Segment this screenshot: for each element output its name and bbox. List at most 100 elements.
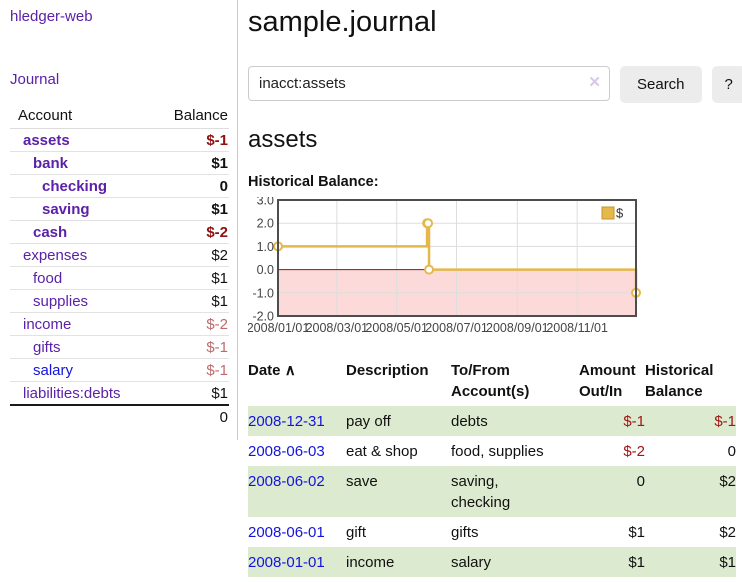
account-link[interactable]: assets xyxy=(23,131,70,149)
account-balance: $2 xyxy=(156,243,229,267)
svg-text:2008/11/01: 2008/11/01 xyxy=(546,321,608,335)
account-balance: $-1 xyxy=(156,128,229,152)
account-link[interactable]: checking xyxy=(42,177,108,195)
svg-text:2008/03/01: 2008/03/01 xyxy=(306,321,369,335)
svg-text:2008/07/01: 2008/07/01 xyxy=(425,321,488,335)
transaction-date-link[interactable]: 2008-06-01 xyxy=(248,523,325,541)
transaction-description: income xyxy=(346,553,395,571)
account-balance: $1 xyxy=(156,266,229,290)
transaction-date-link[interactable]: 2008-06-02 xyxy=(248,472,325,490)
transaction-date-cell: 2008-01-01 xyxy=(248,547,346,577)
account-row: food $1 xyxy=(10,266,229,290)
transaction-accounts: debts xyxy=(451,412,488,430)
svg-text:0.0: 0.0 xyxy=(257,263,274,277)
transaction-date-cell: 2008-06-02 xyxy=(248,466,346,517)
svg-text:2.0: 2.0 xyxy=(257,217,274,231)
col-header-amount: Amount Out/In xyxy=(579,362,636,400)
account-link[interactable]: liabilities:debts xyxy=(23,384,121,402)
account-link[interactable]: salary xyxy=(33,361,74,379)
transaction-date-link[interactable]: 2008-06-03 xyxy=(248,442,325,460)
account-link[interactable]: income xyxy=(23,315,72,333)
transaction-accounts: salary xyxy=(451,553,492,571)
account-row: supplies $1 xyxy=(10,289,229,313)
account-link[interactable]: saving xyxy=(42,200,90,218)
col-header-description: Description xyxy=(346,362,429,379)
transaction-row: 2008-12-31 pay off debts $-1 $-1 xyxy=(248,406,736,436)
transaction-balance: $-1 xyxy=(714,412,736,430)
transaction-row: 2008-01-01 income salary $1 $1 xyxy=(248,547,736,577)
account-balance: $1 xyxy=(211,384,228,402)
account-balance: $-2 xyxy=(156,312,229,336)
transaction-balance: 0 xyxy=(727,442,736,460)
accounts-header-account: Account xyxy=(10,104,157,129)
transaction-date-cell: 2008-12-31 xyxy=(248,406,346,436)
account-link[interactable]: supplies xyxy=(33,292,89,310)
transaction-date-link[interactable]: 2008-01-01 xyxy=(248,553,325,571)
search-button[interactable]: Search xyxy=(620,66,702,103)
account-link[interactable]: cash xyxy=(33,223,68,241)
sidebar-item-journal[interactable]: Journal xyxy=(10,71,60,88)
transaction-row: 2008-06-01 gift gifts $1 $2 xyxy=(248,517,736,547)
transaction-row: 2008-06-02 save saving, checking 0 $2 xyxy=(248,466,736,517)
account-balance: $1 xyxy=(156,197,229,221)
svg-text:2008/01/01: 2008/01/01 xyxy=(248,321,309,335)
transaction-balance: $1 xyxy=(719,553,736,571)
transaction-description: eat & shop xyxy=(346,442,418,460)
main-content: sample.journal ✕ Search ? assets Histori… xyxy=(238,0,742,577)
account-heading: assets xyxy=(248,126,318,153)
account-row: bank $1 xyxy=(10,151,229,175)
account-row: expenses $2 xyxy=(10,243,229,267)
transaction-date-link[interactable]: 2008-12-31 xyxy=(248,412,325,430)
clear-search-icon[interactable]: ✕ xyxy=(588,74,601,91)
historical-balance-chart: $3.0 2.0 1.0 0.0 -1.0 -2.0 2008/01/01 2008/03/0… xyxy=(247,194,742,342)
account-row: cash $-2 xyxy=(10,220,229,244)
transaction-description: save xyxy=(346,472,378,490)
account-link[interactable]: food xyxy=(33,269,63,287)
svg-text:1.0: 1.0 xyxy=(257,240,274,254)
account-row: assets $-1 xyxy=(10,128,229,152)
transaction-accounts: saving, checking xyxy=(451,472,511,511)
accounts-header-row: Account Balance xyxy=(10,104,229,129)
transaction-amount: $1 xyxy=(628,553,645,571)
help-button[interactable]: ? xyxy=(711,66,742,103)
chart-title: Historical Balance: xyxy=(248,174,379,190)
col-header-date[interactable]: Date ∧ xyxy=(248,362,296,379)
account-link[interactable]: bank xyxy=(33,154,69,172)
account-link[interactable]: expenses xyxy=(23,246,88,264)
col-header-accounts: To/From Account(s) xyxy=(451,362,530,400)
account-balance: $-2 xyxy=(156,220,229,244)
transactions-table: Date ∧ Description To/From Account(s) Am… xyxy=(248,356,736,577)
sort-ascending-icon: ∧ xyxy=(284,362,296,379)
account-row: salary $-1 xyxy=(10,358,229,382)
search-box: ✕ xyxy=(248,66,610,103)
sidebar: hledger-web Journal Account Balance asse… xyxy=(0,0,238,440)
svg-text:-2.0: -2.0 xyxy=(252,310,274,324)
transaction-balance: $2 xyxy=(719,523,736,541)
transaction-date-cell: 2008-06-03 xyxy=(248,436,346,466)
account-row: saving $1 xyxy=(10,197,229,221)
transaction-description: pay off xyxy=(346,412,391,430)
page-title: sample.journal xyxy=(248,6,437,38)
col-header-balance: Historical Balance xyxy=(645,362,714,400)
account-balance: $-1 xyxy=(156,358,229,382)
svg-text:3.0: 3.0 xyxy=(257,197,274,208)
accounts-table: Account Balance assets $-1 bank $1 checking 0… xyxy=(10,104,229,428)
transaction-amount: $-2 xyxy=(623,442,645,460)
account-row: liabilities:debts $1 xyxy=(10,382,229,406)
account-link[interactable]: gifts xyxy=(33,338,61,356)
search-form: ✕ Search ? xyxy=(248,66,742,103)
svg-text:2008/05/01: 2008/05/01 xyxy=(365,321,428,335)
accounts-header-balance: Balance xyxy=(156,104,229,129)
account-row: gifts $-1 xyxy=(10,335,229,359)
accounts-total-row: 0 xyxy=(10,404,229,428)
account-balance: 0 xyxy=(156,174,229,198)
transaction-amount: $-1 xyxy=(623,412,645,430)
app-title-link[interactable]: hledger-web xyxy=(10,8,93,25)
accounts-total-spacer xyxy=(10,404,157,428)
transaction-amount: 0 xyxy=(636,472,645,490)
accounts-total-value: 0 xyxy=(156,404,229,428)
transaction-description: gift xyxy=(346,523,367,541)
search-input[interactable] xyxy=(248,66,610,101)
svg-text:-1.0: -1.0 xyxy=(252,286,274,300)
account-row: income $-2 xyxy=(10,312,229,336)
